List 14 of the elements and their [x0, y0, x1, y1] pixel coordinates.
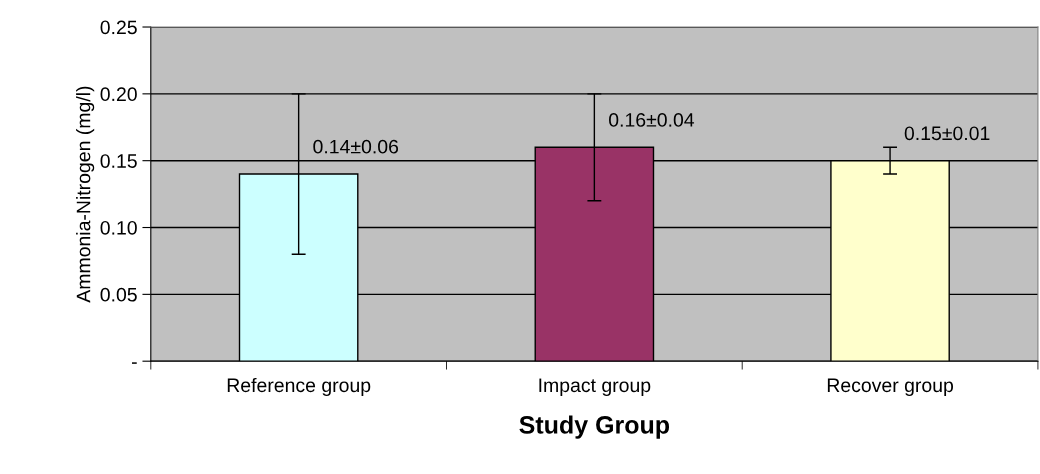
y-tick-label: 0.20 [100, 87, 137, 102]
y-axis-title: Ammonia-Nitrogen (mg/l) [76, 86, 95, 303]
y-tick-label: - [131, 362, 137, 364]
data-label: 0.14±0.06 [313, 139, 399, 154]
x-tick-label: Recover group [827, 378, 954, 396]
data-label: 0.15±0.01 [904, 126, 990, 141]
y-tick-label: 0.05 [100, 287, 137, 302]
y-tick-label: 0.10 [100, 220, 137, 235]
data-label: 0.16±0.04 [609, 113, 695, 127]
y-tick-label: 0.25 [100, 20, 137, 35]
x-tick-label: Reference group [227, 377, 371, 396]
x-tick-label: Impact group [539, 378, 651, 396]
x-axis-title: Study Group [519, 415, 670, 439]
y-tick-label: 0.15 [100, 154, 137, 168]
